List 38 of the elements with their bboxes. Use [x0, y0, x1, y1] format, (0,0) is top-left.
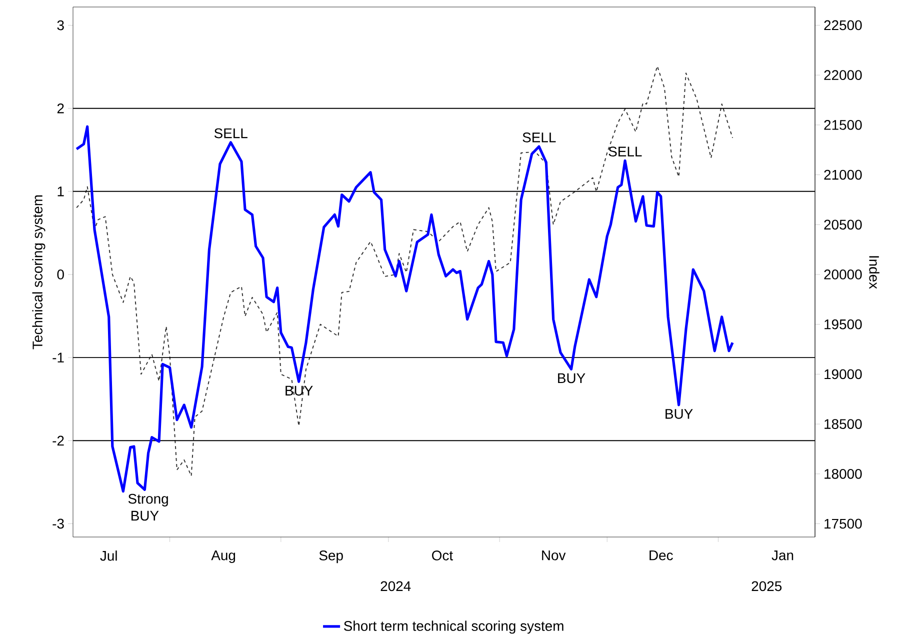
y2-tick-label: 20000	[824, 270, 862, 280]
text: 2025	[752, 581, 782, 592]
annotation: BUY	[286, 386, 313, 396]
x-tick-label: Dec	[650, 550, 673, 560]
text: 2024	[380, 581, 411, 592]
y2-tick-label: 22000	[824, 70, 862, 80]
y2-tick-label: 18500	[824, 419, 862, 429]
annotation: SELL	[522, 132, 556, 142]
y-tick-label: -3	[52, 518, 64, 529]
y2-tick-label: 22500	[824, 20, 862, 30]
y2-tick-label: 21000	[824, 170, 862, 180]
y2-tick-label: 20500	[824, 220, 862, 230]
annotation: BUY	[666, 409, 693, 419]
y-tick-label: 2	[57, 103, 64, 114]
y2-tick-label: 19500	[824, 319, 862, 330]
y2-tick-label: 21500	[824, 120, 862, 130]
y2-tick-label: 19000	[824, 369, 862, 380]
y-axis-title: Technical scoring system	[32, 195, 46, 350]
line-series	[75, 125, 734, 493]
x-tick-label: Jul	[100, 550, 117, 561]
x-tick-label: Aug	[211, 550, 236, 564]
legend-label: Short term technical scoring system	[344, 620, 564, 634]
annotation: BUY	[558, 373, 586, 384]
y-tick-label: -1	[52, 352, 64, 362]
y-tick-label: -2	[52, 436, 64, 446]
annotation: SELL	[214, 128, 248, 138]
annotation: SELL	[608, 146, 642, 156]
x-tick-label: Sep	[319, 550, 343, 564]
x-tick-label: Jan	[772, 550, 794, 560]
y2-tick-label: 17500	[824, 518, 862, 529]
x-tick-label: Nov	[542, 550, 566, 560]
y-tick-label: 0	[57, 270, 64, 280]
y-tick-label: 1	[58, 186, 64, 196]
y2-axis-title: Index	[869, 256, 880, 289]
y2-tick-label: 18000	[824, 468, 862, 479]
annotation: Strong BUY	[128, 494, 168, 521]
x-tick-label: Oct	[432, 550, 453, 560]
y-tick-label: 3	[57, 20, 64, 30]
